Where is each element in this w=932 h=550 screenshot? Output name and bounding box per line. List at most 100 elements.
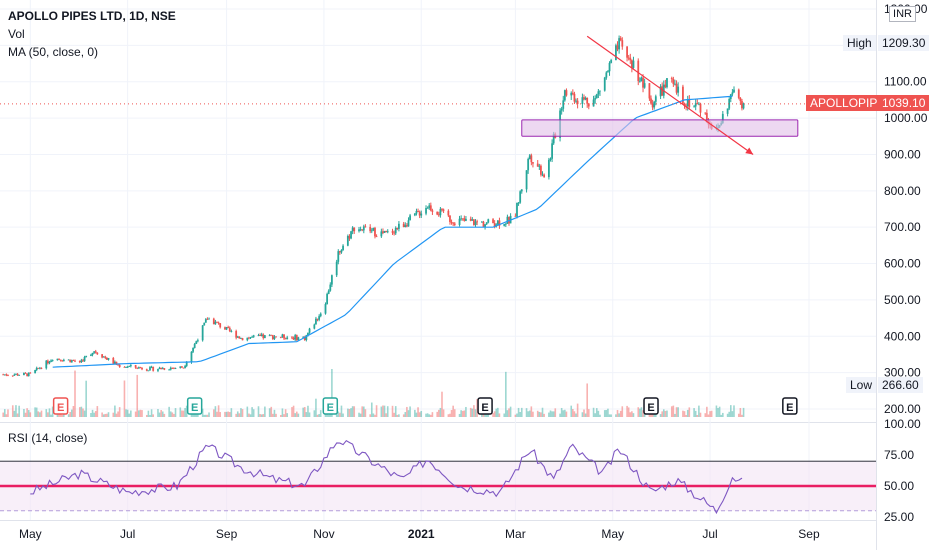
candle-body (571, 92, 574, 94)
candle-body (329, 284, 332, 291)
volume-bar (715, 405, 718, 417)
symbol-title[interactable]: APOLLO PIPES LTD, 1D, NSE (8, 9, 176, 23)
candle-body (48, 361, 51, 364)
candle-body (562, 100, 565, 109)
candle-body (275, 336, 277, 338)
volume-bar (101, 412, 103, 417)
volume-bar (729, 405, 732, 417)
candle-body (415, 210, 418, 214)
price-tick-label: 600.00 (884, 257, 921, 271)
volume-bar (128, 413, 131, 417)
volume-bar (303, 407, 306, 417)
volume-bar (576, 403, 579, 417)
candle-body (659, 86, 662, 97)
candle-body (271, 335, 274, 339)
price-tick-label: 1000.00 (884, 111, 928, 125)
volume-bar (273, 409, 276, 417)
volume-bar (431, 412, 434, 417)
candle-body (24, 372, 27, 374)
candle-body (13, 374, 16, 376)
volume-bar (541, 407, 544, 417)
volume-bar (361, 406, 364, 417)
price-tick-label: 500.00 (884, 293, 921, 307)
trendline[interactable] (586, 35, 754, 155)
volume-bar (741, 414, 743, 417)
candle-body (51, 360, 54, 362)
volume-bar (351, 406, 354, 417)
candle-body (532, 162, 534, 164)
earnings-marker[interactable]: E (52, 397, 69, 415)
volume-bar (145, 414, 148, 417)
candle-body (394, 227, 397, 234)
price-tick-label: 200.00 (884, 402, 921, 416)
candle-body (370, 230, 373, 232)
volume-legend[interactable]: Vol (8, 27, 25, 41)
volume-bar (225, 411, 228, 417)
volume-bar (93, 412, 95, 417)
volume-bar (487, 413, 490, 417)
volume-bar (168, 406, 170, 417)
volume-bar (425, 413, 427, 417)
volume-bar (240, 408, 242, 417)
candle-body (26, 373, 29, 377)
candle-body (469, 218, 472, 221)
candle-body (686, 99, 689, 107)
candle-body (661, 86, 664, 96)
candle-body (605, 72, 608, 78)
volume-bar (619, 410, 622, 417)
volume-bar (316, 414, 319, 417)
volume-bar (48, 408, 51, 417)
volume-bar (358, 412, 360, 417)
earnings-marker[interactable]: E (643, 397, 659, 415)
volume-bar (471, 408, 474, 417)
volume-bar (104, 413, 107, 417)
candle-body (726, 108, 729, 114)
earnings-marker[interactable]: E (322, 397, 339, 415)
volume-bar (185, 405, 188, 417)
candle-body (449, 215, 451, 222)
volume-bar (125, 409, 127, 417)
volume-bar (469, 407, 472, 417)
volume-bar (61, 414, 64, 417)
candle-body (615, 45, 617, 61)
volume-bar (18, 405, 20, 417)
volume-bar (430, 414, 432, 417)
candle-body (425, 208, 427, 214)
volume-bar (26, 408, 28, 417)
support-zone[interactable] (521, 119, 799, 137)
volume-bar (698, 405, 700, 417)
candle-body (437, 214, 440, 216)
volume-bar (452, 405, 454, 417)
candle-body (257, 335, 260, 336)
volume-bar (158, 412, 161, 417)
candle-body (413, 213, 416, 216)
volume-bar (694, 410, 697, 417)
candle-body (549, 158, 552, 160)
volume-bar (268, 408, 271, 417)
volume-bar (114, 405, 116, 417)
earnings-marker[interactable]: E (186, 397, 203, 415)
volume-bar (74, 370, 76, 417)
grid (0, 0, 876, 520)
candle-body (203, 322, 206, 326)
volume-bar (662, 409, 665, 417)
earnings-marker[interactable]: E (477, 397, 493, 415)
symbol-legend[interactable]: APOLLO PIPES LTD, 1D, NSE (8, 8, 176, 24)
ma-legend[interactable]: MA (50, close, 0) (8, 45, 99, 59)
candle-body (672, 78, 675, 85)
candle-body (3, 374, 6, 376)
volume-bar (528, 410, 531, 417)
volume-bar (259, 414, 261, 417)
candle-body (308, 328, 311, 333)
volume-bar (15, 405, 17, 417)
candle-body (201, 325, 204, 341)
candle-body (112, 358, 115, 364)
rsi-legend[interactable]: RSI (14, close) (8, 431, 88, 445)
volume-bar (69, 411, 72, 417)
candle-body (407, 220, 410, 227)
earnings-marker[interactable]: E (782, 397, 798, 415)
currency-label[interactable]: INR (889, 6, 916, 22)
candle-body (346, 235, 349, 246)
